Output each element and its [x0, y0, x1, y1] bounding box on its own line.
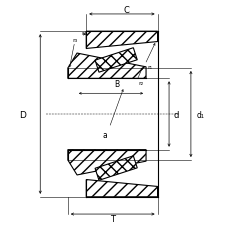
- Polygon shape: [95, 49, 137, 73]
- Polygon shape: [68, 54, 145, 79]
- Text: B: B: [114, 79, 119, 88]
- Text: a: a: [102, 131, 106, 140]
- Text: d₁: d₁: [196, 110, 204, 119]
- Text: d: d: [173, 110, 178, 119]
- Text: r₄: r₄: [81, 31, 86, 36]
- Text: r₃: r₃: [72, 38, 77, 43]
- Text: T: T: [110, 214, 115, 223]
- Polygon shape: [86, 32, 157, 49]
- Polygon shape: [68, 150, 145, 175]
- Text: C: C: [123, 6, 129, 15]
- Polygon shape: [95, 156, 137, 180]
- Text: r₁: r₁: [147, 65, 152, 70]
- Text: D: D: [19, 110, 26, 119]
- Text: r₂: r₂: [137, 81, 142, 86]
- Polygon shape: [86, 180, 157, 197]
